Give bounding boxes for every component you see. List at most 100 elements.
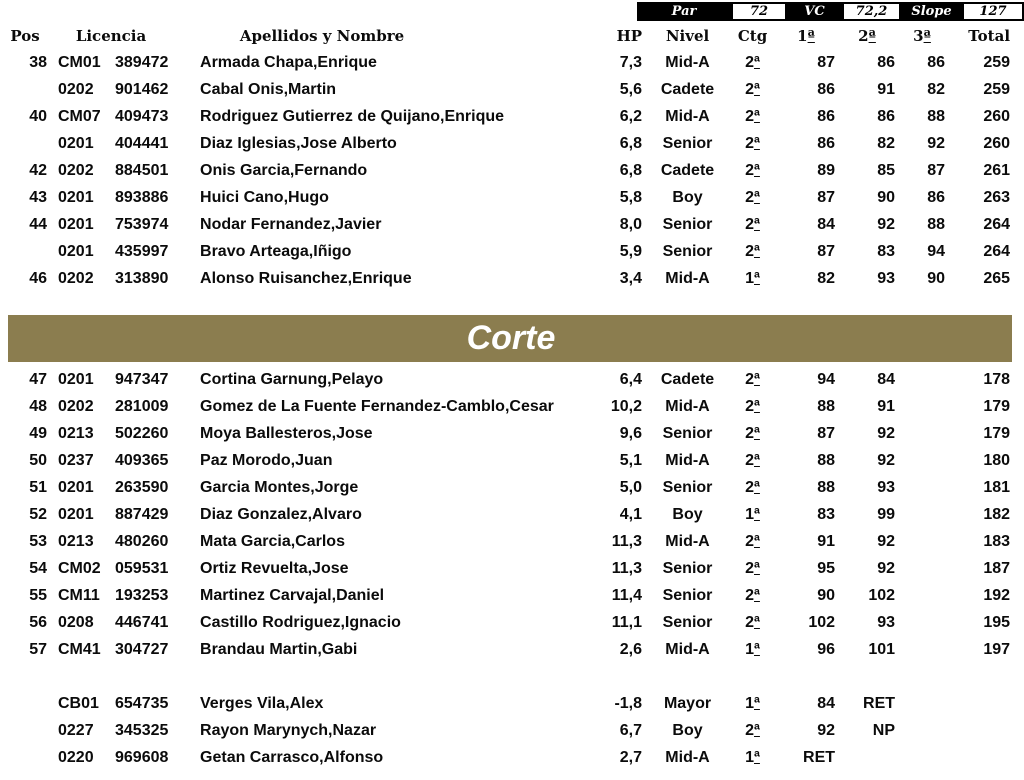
cell-nivel: Senior bbox=[662, 559, 713, 577]
cell-r1: 91 bbox=[817, 532, 836, 550]
cell-r2: 93 bbox=[877, 269, 896, 287]
cell-lic: 753974 bbox=[115, 215, 169, 233]
below-cut-section: 47 0201 947347 Cortina Garnung,Pelayo 6,4 Cad… bbox=[0, 366, 1012, 663]
cell-club: 0208 bbox=[58, 613, 94, 631]
cell-r1: 87 bbox=[817, 424, 836, 442]
cell-total: 259 bbox=[983, 53, 1011, 71]
cell-nivel: Mid-A bbox=[665, 53, 710, 71]
cell-club: 0201 bbox=[58, 134, 94, 152]
cell-lic: 480260 bbox=[115, 532, 169, 550]
cell-r2: 85 bbox=[877, 161, 896, 179]
cell-nivel: Mid-A bbox=[665, 397, 710, 415]
cell-club: 0237 bbox=[58, 451, 94, 469]
cell-r1: RET bbox=[803, 748, 836, 766]
cell-lic: 654735 bbox=[115, 694, 169, 712]
cell-lic: 446741 bbox=[115, 613, 169, 631]
cell-r1: 82 bbox=[817, 269, 836, 287]
cell-club: CM07 bbox=[58, 107, 101, 125]
cell-ctg: 2ª bbox=[745, 370, 760, 388]
table-row: 42 0202 884501 Onis Garcia,Fernando 6,8 Cadet… bbox=[0, 157, 1012, 184]
cell-nivel: Mid-A bbox=[665, 748, 710, 766]
cell-r2: 91 bbox=[877, 80, 896, 98]
cell-r3: 90 bbox=[927, 269, 946, 287]
cell-pos: 47 bbox=[29, 370, 47, 388]
cell-ctg: 2ª bbox=[745, 532, 760, 550]
cell-r1: 94 bbox=[817, 370, 836, 388]
slope-label: Slope bbox=[901, 2, 962, 21]
header-pos: Pos bbox=[10, 26, 40, 45]
cell-name: Rayon Marynych,Nazar bbox=[200, 721, 377, 739]
cell-total: 183 bbox=[983, 532, 1011, 550]
cell-pos: 43 bbox=[29, 188, 47, 206]
cell-r2: 86 bbox=[877, 53, 896, 71]
cell-nivel: Senior bbox=[662, 613, 713, 631]
cell-r2: 92 bbox=[877, 559, 896, 577]
cell-ctg: 1ª bbox=[745, 694, 760, 712]
cell-r3: 86 bbox=[927, 53, 946, 71]
cell-name: Cortina Garnung,Pelayo bbox=[200, 370, 384, 388]
cell-total: 182 bbox=[983, 505, 1011, 523]
cell-club: 0201 bbox=[58, 370, 94, 388]
cell-name: Martinez Carvajal,Daniel bbox=[200, 586, 385, 604]
cell-r2: 92 bbox=[877, 424, 896, 442]
cell-r1: 83 bbox=[817, 505, 836, 523]
cell-r1: 96 bbox=[817, 640, 836, 658]
cell-total: 192 bbox=[983, 586, 1011, 604]
table-row: 0220 969608 Getan Carrasco,Alfonso 2,7 Mid-A… bbox=[0, 744, 1012, 771]
cell-club: 0227 bbox=[58, 721, 94, 739]
cell-total: 178 bbox=[983, 370, 1011, 388]
cell-r2: 92 bbox=[877, 532, 896, 550]
cell-club: 0201 bbox=[58, 242, 94, 260]
cell-total bbox=[947, 690, 1012, 717]
cell-total: 265 bbox=[983, 269, 1011, 287]
cell-r3: 94 bbox=[927, 242, 946, 260]
cell-hp: 5,0 bbox=[619, 478, 643, 496]
cell-r3: 86 bbox=[927, 188, 946, 206]
cell-total: 260 bbox=[983, 107, 1011, 125]
par-label: Par bbox=[637, 2, 731, 21]
cell-hp: 5,9 bbox=[619, 242, 643, 260]
cell-ctg: 1ª bbox=[745, 505, 760, 523]
cell-lic: 884501 bbox=[115, 161, 169, 179]
cell-lic: 304727 bbox=[115, 640, 169, 658]
cell-ctg: 2ª bbox=[745, 242, 760, 260]
cell-r2: 86 bbox=[877, 107, 896, 125]
cell-lic: 345325 bbox=[115, 721, 169, 739]
header-round-2: 2ª bbox=[858, 26, 876, 45]
header-round-3: 3ª bbox=[913, 26, 931, 45]
cell-pos: 46 bbox=[29, 269, 47, 287]
cell-pos: 38 bbox=[29, 53, 47, 71]
header-name: Apellidos y Nombre bbox=[239, 26, 405, 45]
spacer-cell bbox=[0, 663, 1012, 690]
cell-r2: 84 bbox=[877, 370, 896, 388]
cell-r1: 86 bbox=[817, 107, 836, 125]
cell-r3 bbox=[897, 744, 947, 771]
cell-total: 195 bbox=[983, 613, 1011, 631]
cell-hp: 9,6 bbox=[619, 424, 643, 442]
cell-hp: 5,6 bbox=[619, 80, 643, 98]
cell-ctg: 2ª bbox=[745, 215, 760, 233]
cell-ctg: 2ª bbox=[745, 424, 760, 442]
cell-lic: 313890 bbox=[115, 269, 169, 287]
cell-lic: 059531 bbox=[115, 559, 169, 577]
cell-total: 181 bbox=[983, 478, 1011, 496]
cell-total: 187 bbox=[983, 559, 1011, 577]
cell-pos: 50 bbox=[29, 451, 47, 469]
cell-ctg: 2ª bbox=[745, 107, 760, 125]
cell-r2: 93 bbox=[877, 478, 896, 496]
cell-ctg: 1ª bbox=[745, 748, 760, 766]
cell-pos bbox=[0, 238, 50, 265]
cell-name: Alonso Ruisanchez,Enrique bbox=[200, 269, 412, 287]
cell-club: CB01 bbox=[58, 694, 99, 712]
cell-name: Diaz Iglesias,Jose Alberto bbox=[200, 134, 397, 152]
cell-name: Bravo Arteaga,Iñigo bbox=[200, 242, 352, 260]
above-cut-section: 38 CM01 389472 Armada Chapa,Enrique 7,3 Mid-A… bbox=[0, 49, 1012, 292]
cell-lic: 969608 bbox=[115, 748, 169, 766]
cell-name: Ortiz Revuelta,Jose bbox=[200, 559, 349, 577]
cell-ctg: 2ª bbox=[745, 161, 760, 179]
cell-nivel: Mid-A bbox=[665, 107, 710, 125]
cell-r3: 88 bbox=[927, 215, 946, 233]
cell-ctg: 2ª bbox=[745, 721, 760, 739]
cell-r2: 91 bbox=[877, 397, 896, 415]
